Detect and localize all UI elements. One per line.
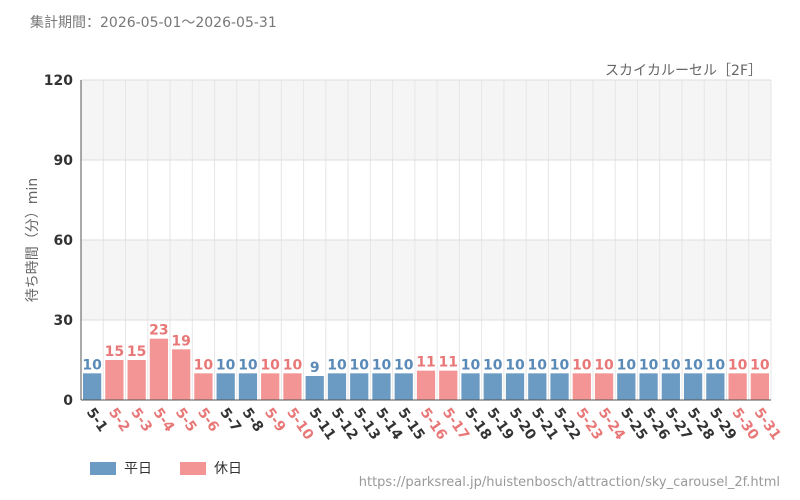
data-label: 10 bbox=[683, 357, 703, 373]
bar bbox=[572, 373, 591, 400]
y-tick-label: 120 bbox=[44, 73, 73, 89]
data-label: 10 bbox=[194, 357, 214, 373]
bar bbox=[238, 373, 258, 400]
x-tick-label: 5-3 bbox=[127, 405, 155, 435]
y-axis-label: 待ち時間（分）min bbox=[25, 178, 41, 302]
data-label: 10 bbox=[505, 357, 525, 373]
bar bbox=[683, 373, 703, 400]
x-tick-label: 5-6 bbox=[194, 405, 222, 435]
data-label: 10 bbox=[750, 357, 770, 373]
period-label: 集計期間：2026-05-01～2026-05-31 bbox=[30, 15, 277, 31]
bar bbox=[439, 370, 458, 400]
bar bbox=[127, 360, 146, 400]
x-tick-labels: 5-15-25-35-45-55-65-75-85-95-105-115-125… bbox=[83, 405, 784, 443]
data-label: 10 bbox=[661, 357, 681, 373]
data-label: 19 bbox=[171, 333, 190, 349]
bar bbox=[172, 349, 191, 400]
bar bbox=[394, 373, 413, 400]
bar bbox=[728, 373, 747, 400]
bar bbox=[261, 373, 280, 400]
data-label: 10 bbox=[238, 357, 258, 373]
bar bbox=[617, 373, 636, 400]
bar bbox=[461, 373, 480, 400]
grid-band bbox=[81, 240, 771, 320]
bar bbox=[283, 373, 302, 400]
legend-item-holiday: 休日 bbox=[180, 458, 242, 478]
data-label: 9 bbox=[310, 360, 320, 376]
data-label: 23 bbox=[149, 323, 168, 339]
data-label: 10 bbox=[483, 357, 503, 373]
bar bbox=[416, 370, 436, 400]
data-label: 10 bbox=[572, 357, 592, 373]
data-label: 10 bbox=[639, 357, 659, 373]
x-tick-label: 5-8 bbox=[239, 405, 267, 435]
data-label: 10 bbox=[461, 357, 481, 373]
axes bbox=[80, 80, 771, 401]
bar bbox=[194, 373, 213, 400]
bar bbox=[327, 373, 347, 400]
data-label: 10 bbox=[82, 357, 102, 373]
y-tick-label: 90 bbox=[54, 153, 74, 169]
x-tick-label: 5-7 bbox=[216, 405, 244, 435]
data-label: 10 bbox=[260, 357, 280, 373]
bar bbox=[216, 373, 235, 400]
bar bbox=[639, 373, 658, 400]
x-tick-label: 5-4 bbox=[150, 405, 178, 435]
data-label: 10 bbox=[327, 357, 347, 373]
data-label: 10 bbox=[394, 357, 414, 373]
legend-label-holiday: 休日 bbox=[214, 461, 242, 477]
y-tick-labels: 0 30 60 90 120 bbox=[44, 73, 73, 409]
legend-item-weekday: 平日 bbox=[90, 458, 152, 478]
legend-swatch-holiday bbox=[180, 461, 206, 475]
chart-title: スカイカルーセル［2F］ bbox=[605, 63, 762, 79]
bar bbox=[350, 373, 369, 400]
y-tick-label: 30 bbox=[54, 313, 74, 329]
legend-label-weekday: 平日 bbox=[124, 461, 152, 477]
data-label: 15 bbox=[105, 344, 124, 360]
bar bbox=[372, 373, 391, 400]
bar bbox=[105, 360, 124, 400]
data-label: 10 bbox=[528, 357, 548, 373]
source-url: https://parksreal.jp/huistenbosch/attrac… bbox=[358, 475, 780, 490]
grid-band bbox=[81, 80, 771, 160]
bar bbox=[528, 373, 547, 400]
x-tick-label: 5-5 bbox=[172, 405, 200, 435]
bar bbox=[706, 373, 725, 400]
legend-swatch-weekday bbox=[90, 461, 116, 475]
grid-band bbox=[81, 160, 771, 240]
data-label: 10 bbox=[372, 357, 392, 373]
x-tick-label: 5-9 bbox=[261, 405, 289, 435]
bar bbox=[594, 373, 614, 400]
bar bbox=[505, 373, 525, 400]
bars bbox=[83, 338, 769, 400]
bar bbox=[305, 376, 324, 400]
legend: 平日 休日 bbox=[90, 458, 270, 478]
data-label: 10 bbox=[349, 357, 369, 373]
data-label: 10 bbox=[283, 357, 303, 373]
x-tick-label: 5-1 bbox=[83, 405, 111, 435]
data-label: 10 bbox=[617, 357, 637, 373]
bar bbox=[661, 373, 680, 400]
y-tick-label: 0 bbox=[63, 393, 73, 409]
data-label: 11 bbox=[439, 355, 458, 371]
bar bbox=[550, 373, 569, 400]
data-label: 11 bbox=[416, 355, 435, 371]
data-label: 10 bbox=[594, 357, 614, 373]
bar bbox=[149, 338, 169, 400]
bar bbox=[483, 373, 502, 400]
data-label: 10 bbox=[550, 357, 570, 373]
bar bbox=[750, 373, 769, 400]
x-tick-label: 5-2 bbox=[105, 405, 133, 435]
bar bbox=[83, 373, 102, 400]
y-tick-label: 60 bbox=[54, 233, 74, 249]
data-label: 15 bbox=[127, 344, 146, 360]
data-label: 10 bbox=[706, 357, 726, 373]
data-label: 10 bbox=[216, 357, 236, 373]
data-label: 10 bbox=[728, 357, 748, 373]
